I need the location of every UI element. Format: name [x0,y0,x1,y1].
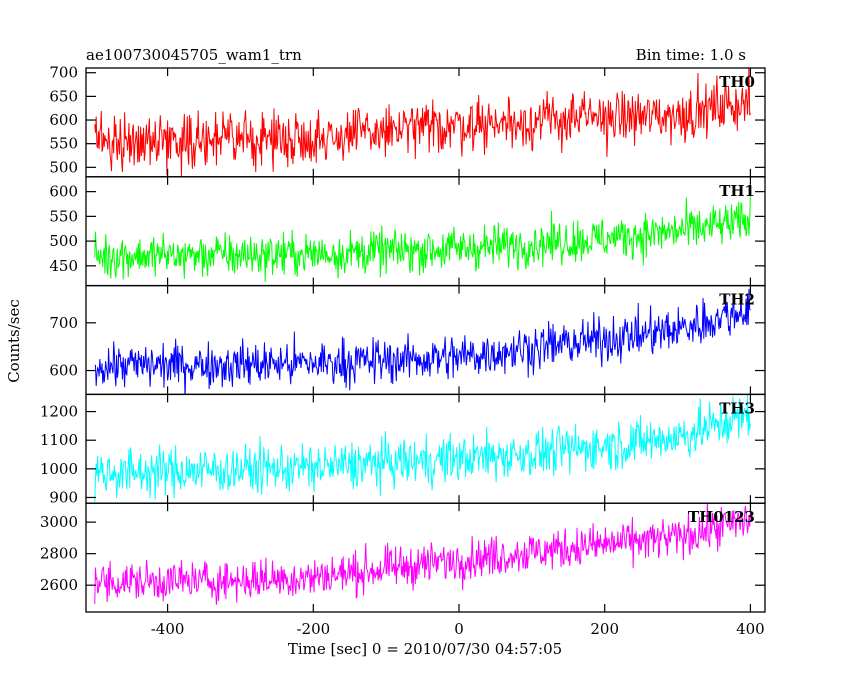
y-tick-label: 600 [49,183,78,201]
y-tick-label: 1100 [40,431,78,449]
y-tick-label: 1000 [40,460,78,478]
x-axis: -400 -200 0 200 400 [151,620,765,638]
series-line-th0 [94,68,751,177]
panels: 500 550 600 650 700 TH0 450 500 550 600 TH1 600 700 T… [40,64,766,613]
series-name-label: TH1 [719,182,755,200]
y-tick-label: 900 [49,488,78,506]
series-name-label: TH0123 [688,508,755,526]
panel-th3: 900 1000 1100 1200 TH3 [40,393,766,506]
y-tick-label: 600 [49,111,78,129]
x-tick-label: -400 [151,620,185,638]
y-tick-label: 2600 [40,576,78,594]
y-tick-label: 450 [49,257,78,275]
y-tick-label: 600 [49,362,78,380]
x-axis-title: Time [sec] 0 = 2010/07/30 04:57:05 [288,640,562,658]
y-tick-label: 3000 [40,513,78,531]
x-tick-label: -200 [296,620,330,638]
panel-th0: 500 550 600 650 700 TH0 [49,64,766,178]
y-tick-label: 700 [49,64,78,82]
x-tick-label: 0 [454,620,464,638]
y-tick-label: 700 [49,314,78,332]
y-axis-title: Counts/sec [5,299,23,383]
y-tick-label: 500 [49,158,78,176]
y-tick-label: 1200 [40,403,78,421]
y-tick-label: 550 [49,135,78,153]
bin-time-label: Bin time: 1.0 s [636,46,746,64]
panel-frame [85,502,766,613]
panel-th0123: 2600 2800 3000 TH0123 [40,502,766,613]
panel-th2: 600 700 TH2 [49,284,766,396]
figure-title: ae100730045705_wam1_trn [86,46,302,64]
series-name-label: TH3 [719,399,755,417]
series-line-th3 [94,395,751,502]
series-line-th2 [94,288,751,395]
x-tick-label: 400 [736,620,765,638]
y-tick-label: 2800 [40,545,78,563]
series-name-label: TH2 [719,291,755,309]
panel-frame [85,284,766,396]
y-tick-label: 650 [49,87,78,105]
series-line-th1 [94,193,751,282]
panel-th1: 450 500 550 600 TH1 [49,176,766,287]
y-tick-label: 550 [49,207,78,225]
series-line-th0123 [94,503,751,605]
series-name-label: TH0 [719,73,755,91]
y-tick-label: 500 [49,232,78,250]
x-tick-label: 200 [590,620,619,638]
